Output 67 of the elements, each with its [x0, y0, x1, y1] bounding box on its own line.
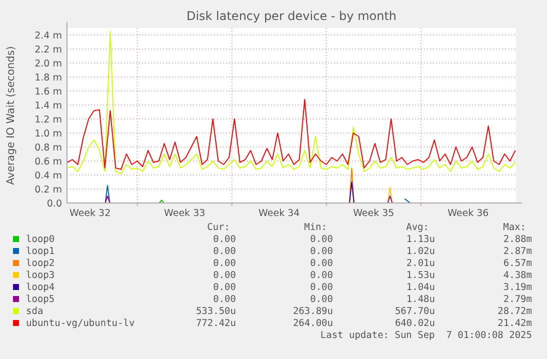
legend-label: loop2: [26, 258, 55, 269]
text: 2.79m: [503, 294, 532, 305]
y-tick-label: 1.6 m: [34, 86, 62, 98]
text: 0.00: [310, 258, 334, 269]
text: 0.00: [310, 234, 334, 245]
y-tick-label: 1.0 m: [34, 128, 62, 140]
text: Last update: Sun Sep 7 01:00:08 2025: [320, 330, 532, 341]
line-series: [66, 98, 516, 170]
legend-label: loop3: [26, 270, 55, 281]
x-tick-label: Week 35: [353, 208, 394, 219]
text: 640.02u: [394, 318, 435, 329]
y-tick-label: 0.2 m: [34, 184, 62, 196]
text: 0.00: [213, 234, 236, 245]
y-tick-label: 1.4 m: [34, 100, 62, 112]
text: 263.89u: [292, 306, 333, 317]
line-series: [66, 31, 516, 174]
text: 0.00: [213, 294, 236, 305]
text: 567.70u: [394, 306, 435, 317]
y-tick-label: 0.0: [46, 198, 62, 210]
y-tick-label: 2.4 m: [34, 30, 62, 42]
y-axis-title: Average IO Wait (seconds): [5, 46, 17, 185]
y-tick-label: 2.0 m: [34, 58, 62, 70]
legend-label: loop1: [26, 246, 55, 257]
y-tick-label: 0.4 m: [34, 170, 62, 182]
legend-label: loop5: [26, 294, 55, 305]
text: 0.00: [213, 246, 236, 257]
text: 2.87m: [503, 246, 532, 257]
y-tick-label: 0.6 m: [34, 156, 62, 168]
legend-label: sda: [26, 306, 44, 317]
text: 0.00: [213, 270, 236, 281]
text: 0.00: [310, 282, 334, 293]
text: Cur:: [207, 222, 230, 233]
text: 21.42m: [498, 318, 532, 329]
text: 2.01u: [406, 258, 435, 269]
y-tick-label: 1.2 m: [34, 114, 62, 126]
text: 3.19m: [503, 282, 532, 293]
y-tick-label: 2.2 m: [34, 44, 62, 56]
text: 4.38m: [503, 270, 532, 281]
text: 264.00u: [292, 318, 333, 329]
x-tick-label: Week 33: [164, 208, 206, 219]
x-tick-label: Week 34: [258, 208, 300, 219]
text: 0.00: [213, 258, 236, 269]
text: 772.42u: [196, 318, 236, 329]
text: 1.04u: [406, 282, 435, 293]
text: 28.72m: [498, 306, 532, 317]
text: 1.53u: [406, 270, 435, 281]
text: 0.00: [310, 270, 334, 281]
chart-title: Disk latency per device - by month: [186, 9, 397, 23]
text: 0.00: [310, 294, 334, 305]
text: 6.57m: [503, 258, 532, 269]
text: 0.00: [310, 246, 334, 257]
text: Max:: [503, 222, 526, 233]
legend-label: ubuntu-vg/ubuntu-lv: [26, 318, 135, 329]
legend-label: loop4: [26, 282, 55, 293]
y-tick-label: 1.8 m: [34, 72, 62, 84]
x-tick-label: Week 36: [448, 208, 489, 219]
text: 1.02u: [406, 246, 435, 257]
text: 533.50u: [196, 306, 236, 317]
legend-label: loop0: [26, 234, 55, 245]
text: 1.48u: [406, 294, 435, 305]
text: 1.13u: [406, 234, 435, 245]
text: Avg:: [406, 222, 429, 233]
text: 2.88m: [503, 234, 532, 245]
text: Min:: [304, 222, 327, 233]
text: 0.00: [213, 282, 236, 293]
x-tick-label: Week 32: [70, 208, 111, 219]
y-tick-label: 0.8 m: [34, 142, 62, 154]
